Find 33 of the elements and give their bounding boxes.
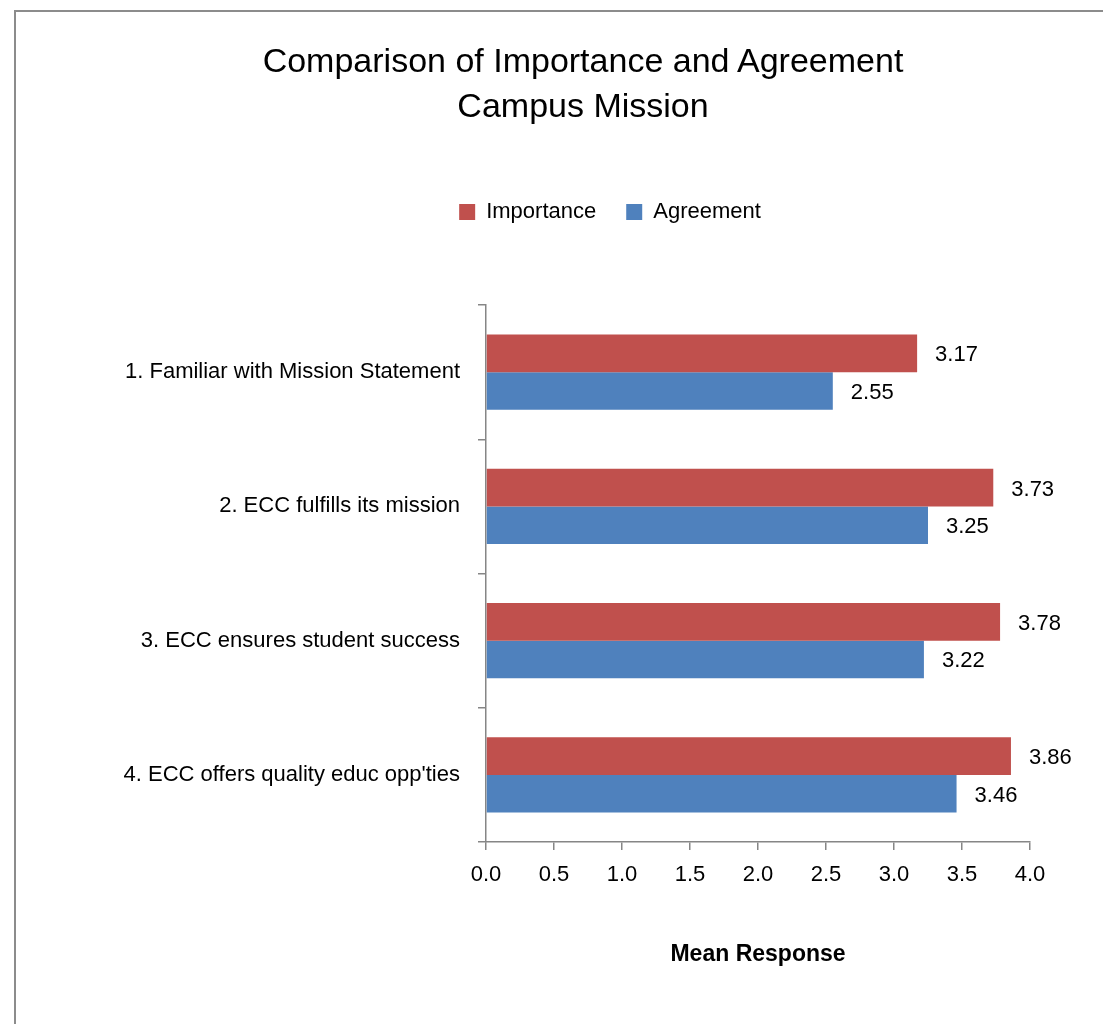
data-label: 3.25 — [946, 513, 989, 539]
data-label: 3.22 — [941, 647, 985, 673]
x-tick-label: 3.5 — [946, 861, 978, 887]
data-label: 2.55 — [850, 378, 894, 404]
y-tick-label: 4. ECC offers quality educ opp'ties — [123, 760, 460, 786]
data-label: 3.78 — [1018, 609, 1061, 635]
x-tick-label: 3.0 — [878, 861, 910, 887]
bar — [486, 603, 1001, 641]
bar — [486, 774, 957, 813]
x-tick-label: 1.5 — [674, 861, 706, 887]
legend-label: Importance — [486, 198, 597, 224]
chart-title: Comparison of Importance and Agreement Campus Mission — [261, 40, 905, 126]
legend-label: Agreement — [653, 198, 761, 224]
data-label: 3.86 — [1028, 744, 1072, 770]
bar — [486, 640, 924, 679]
data-label: 3.46 — [974, 781, 1018, 807]
data-label: 3.17 — [935, 341, 978, 367]
bar — [486, 737, 1011, 775]
y-tick-label: 3. ECC ensures student success — [140, 626, 460, 652]
x-tick-label: 2.0 — [742, 861, 774, 887]
x-axis-title: Mean Response — [670, 939, 846, 966]
bar — [486, 506, 928, 544]
bar — [486, 372, 833, 410]
data-label: 3.73 — [1011, 475, 1055, 501]
x-tick-label: 0.0 — [470, 861, 502, 887]
x-tick-label: 1.0 — [606, 861, 638, 887]
x-tick-label: 0.5 — [538, 861, 570, 887]
bar — [486, 468, 994, 507]
bar — [486, 334, 918, 373]
x-tick-label: 2.5 — [810, 861, 842, 887]
y-tick-label: 1. Familiar with Mission Statement — [125, 358, 460, 384]
x-tick-label: 4.0 — [1014, 861, 1046, 887]
y-tick-label: 2. ECC fulfills its mission — [219, 492, 460, 518]
